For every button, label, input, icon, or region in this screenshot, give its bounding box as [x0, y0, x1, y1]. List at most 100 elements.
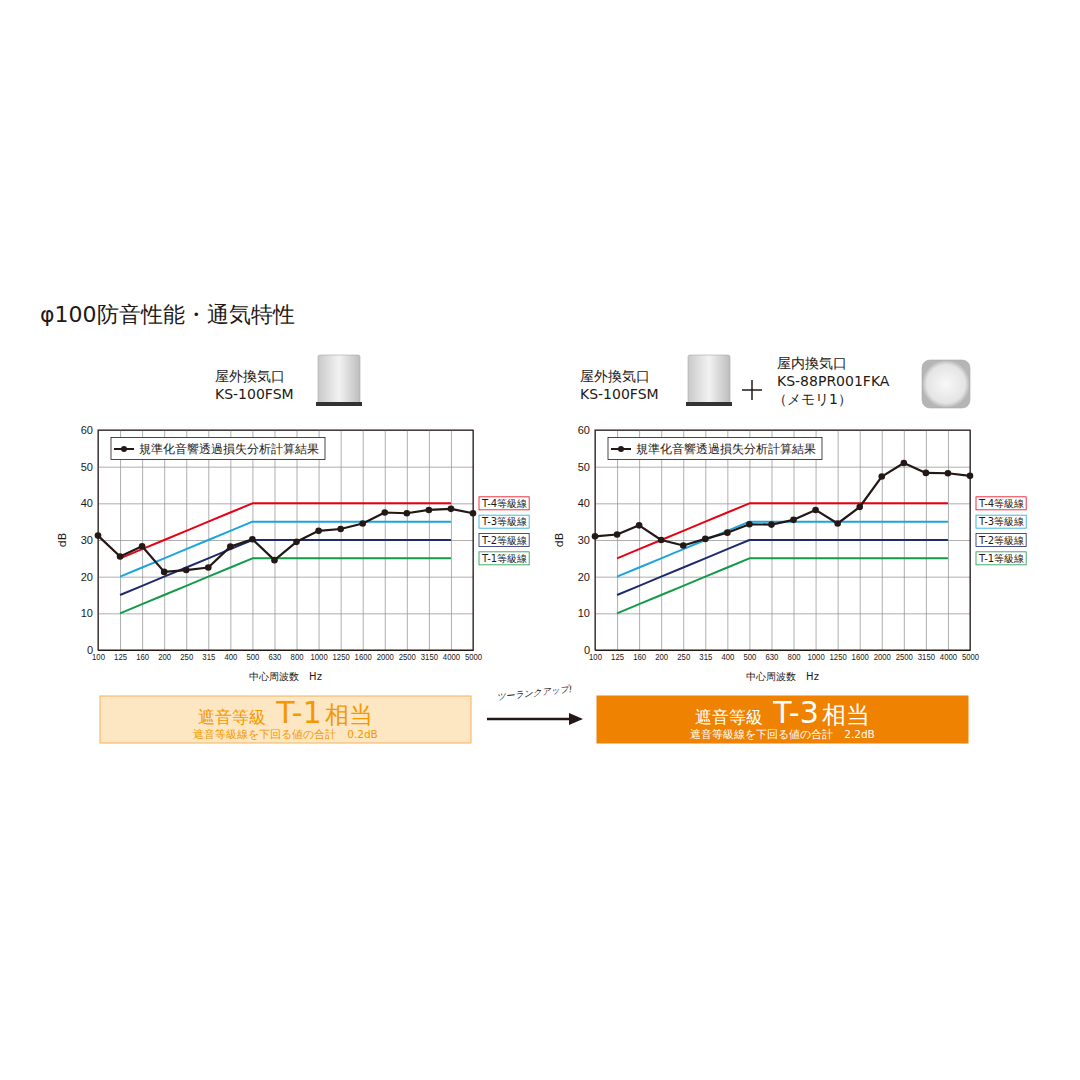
y-axis-line [99, 431, 474, 651]
marks [95, 503, 477, 613]
x-tick: 500 [246, 430, 259, 663]
legend-box [111, 438, 325, 460]
end-label-text: T-1等級線 [978, 553, 1024, 564]
x-gridline [727, 430, 728, 650]
legend-entry: 規準化音響透過損失分析計算結果 [611, 442, 816, 456]
x-gridline [120, 430, 121, 650]
x-gridline [948, 430, 949, 650]
end-label-text: T-3等級線 [978, 516, 1024, 527]
end-label-box [976, 497, 1026, 510]
x-tick-label: 315 [202, 652, 215, 663]
end-label: T-2等級線 [976, 534, 1026, 547]
y-axis-title: dB [56, 533, 69, 548]
y-axis: 0102030405060 [81, 424, 473, 656]
plus-sign [742, 380, 762, 400]
series-point [768, 521, 775, 528]
x-tick: 100 [589, 430, 602, 663]
series-point [834, 520, 841, 527]
end-label-box [479, 515, 529, 528]
result-heading: 遮音等級T-3相当 [695, 695, 869, 730]
series-point [271, 557, 278, 564]
x-tick: 1250 [830, 430, 847, 663]
x-gridline [451, 430, 452, 650]
y-tick-label: 60 [578, 424, 590, 436]
y-tick-label: 30 [81, 534, 93, 546]
series-point [448, 506, 455, 513]
series-line [617, 503, 948, 558]
x-tick-label: 125 [611, 652, 624, 663]
x-tick-label: 100 [589, 652, 602, 663]
x-tick: 3150 [918, 430, 935, 663]
end-label-text: T-1等級線 [481, 553, 527, 564]
x-axis-line [596, 430, 971, 651]
end-label: T-3等級線 [479, 515, 529, 528]
result-box [597, 696, 968, 743]
legend-label: 規準化音響透過損失分析計算結果 [139, 442, 319, 456]
arrow-label: ツーランクアップ! [497, 684, 573, 702]
x-gridline [617, 430, 618, 650]
series-point [967, 473, 974, 480]
x-tick-label: 2500 [896, 652, 913, 663]
series-point [901, 460, 908, 467]
legend: 規準化音響透過損失分析計算結果 [111, 438, 325, 460]
x-gridline [142, 430, 143, 650]
product-label: 屋外換気口 [215, 368, 285, 384]
x-tick-label: 3150 [421, 652, 438, 663]
x-gridline [186, 430, 187, 650]
result-box [100, 696, 471, 743]
x-gridline [639, 430, 640, 650]
series-point [404, 510, 411, 517]
y-axis: 0102030405060 [578, 424, 970, 656]
x-tick-label: 1600 [852, 652, 869, 663]
end-label: T-3等級線 [976, 515, 1026, 528]
x-gridline [230, 430, 231, 650]
end-label-box [976, 552, 1026, 565]
end-label: T-2等級線 [479, 534, 529, 547]
series-line [617, 558, 948, 613]
product-label: 屋内換気口 [777, 355, 847, 371]
product-image [688, 355, 730, 405]
x-tick-label: 1000 [310, 652, 327, 663]
legend-swatch-point [121, 446, 127, 452]
x-tick-label: 125 [114, 652, 127, 663]
x-tick: 1000 [807, 430, 824, 663]
x-tick-label: 2500 [399, 652, 416, 663]
legend-label: 規準化音響透過損失分析計算結果 [636, 442, 816, 456]
x-tick: 2500 [399, 430, 416, 663]
y-tick-label: 50 [81, 461, 93, 473]
series-point [249, 536, 256, 543]
y-tick-label: 30 [578, 534, 590, 546]
product-image-base [686, 402, 732, 406]
x-axis-title: 中心周波数 Hz [249, 671, 322, 682]
y-tick: 50 [81, 461, 473, 473]
page: φ100防音性能・通気特性屋外換気口KS-100FSM0102030405060… [0, 0, 1080, 1080]
series-point [923, 470, 930, 477]
legend: 規準化音響透過損失分析計算結果 [608, 438, 822, 460]
x-axis: 1001251602002503154005006308001000125016… [92, 430, 482, 663]
x-tick: 200 [655, 430, 668, 663]
y-gridline [98, 577, 473, 578]
product-image-base [316, 402, 362, 406]
series-point [856, 504, 863, 511]
x-tick: 3150 [421, 430, 438, 663]
x-tick: 1600 [852, 430, 869, 663]
x-axis: 1001251602002503154005006308001000125016… [589, 430, 979, 663]
legend-entry: 規準化音響透過損失分析計算結果 [114, 442, 319, 456]
end-label: T-1等級線 [976, 552, 1026, 565]
y-tick-label: 10 [81, 607, 93, 619]
x-tick-label: 200 [655, 652, 668, 663]
plot-frame [595, 430, 970, 650]
y-tick-label: 60 [81, 424, 93, 436]
x-tick-label: 3150 [918, 652, 935, 663]
series-point [724, 529, 731, 536]
end-label-box [976, 515, 1026, 528]
product-label: 屋外換気口 [580, 368, 650, 384]
series-point [614, 531, 621, 538]
x-tick: 500 [743, 430, 756, 663]
result-label: 遮音等級 [695, 707, 763, 727]
product-model: KS-100FSM [215, 386, 294, 402]
x-tick: 1000 [310, 430, 327, 663]
x-tick-label: 4000 [940, 652, 957, 663]
y-tick: 10 [81, 607, 473, 619]
x-tick-label: 2000 [377, 652, 394, 663]
